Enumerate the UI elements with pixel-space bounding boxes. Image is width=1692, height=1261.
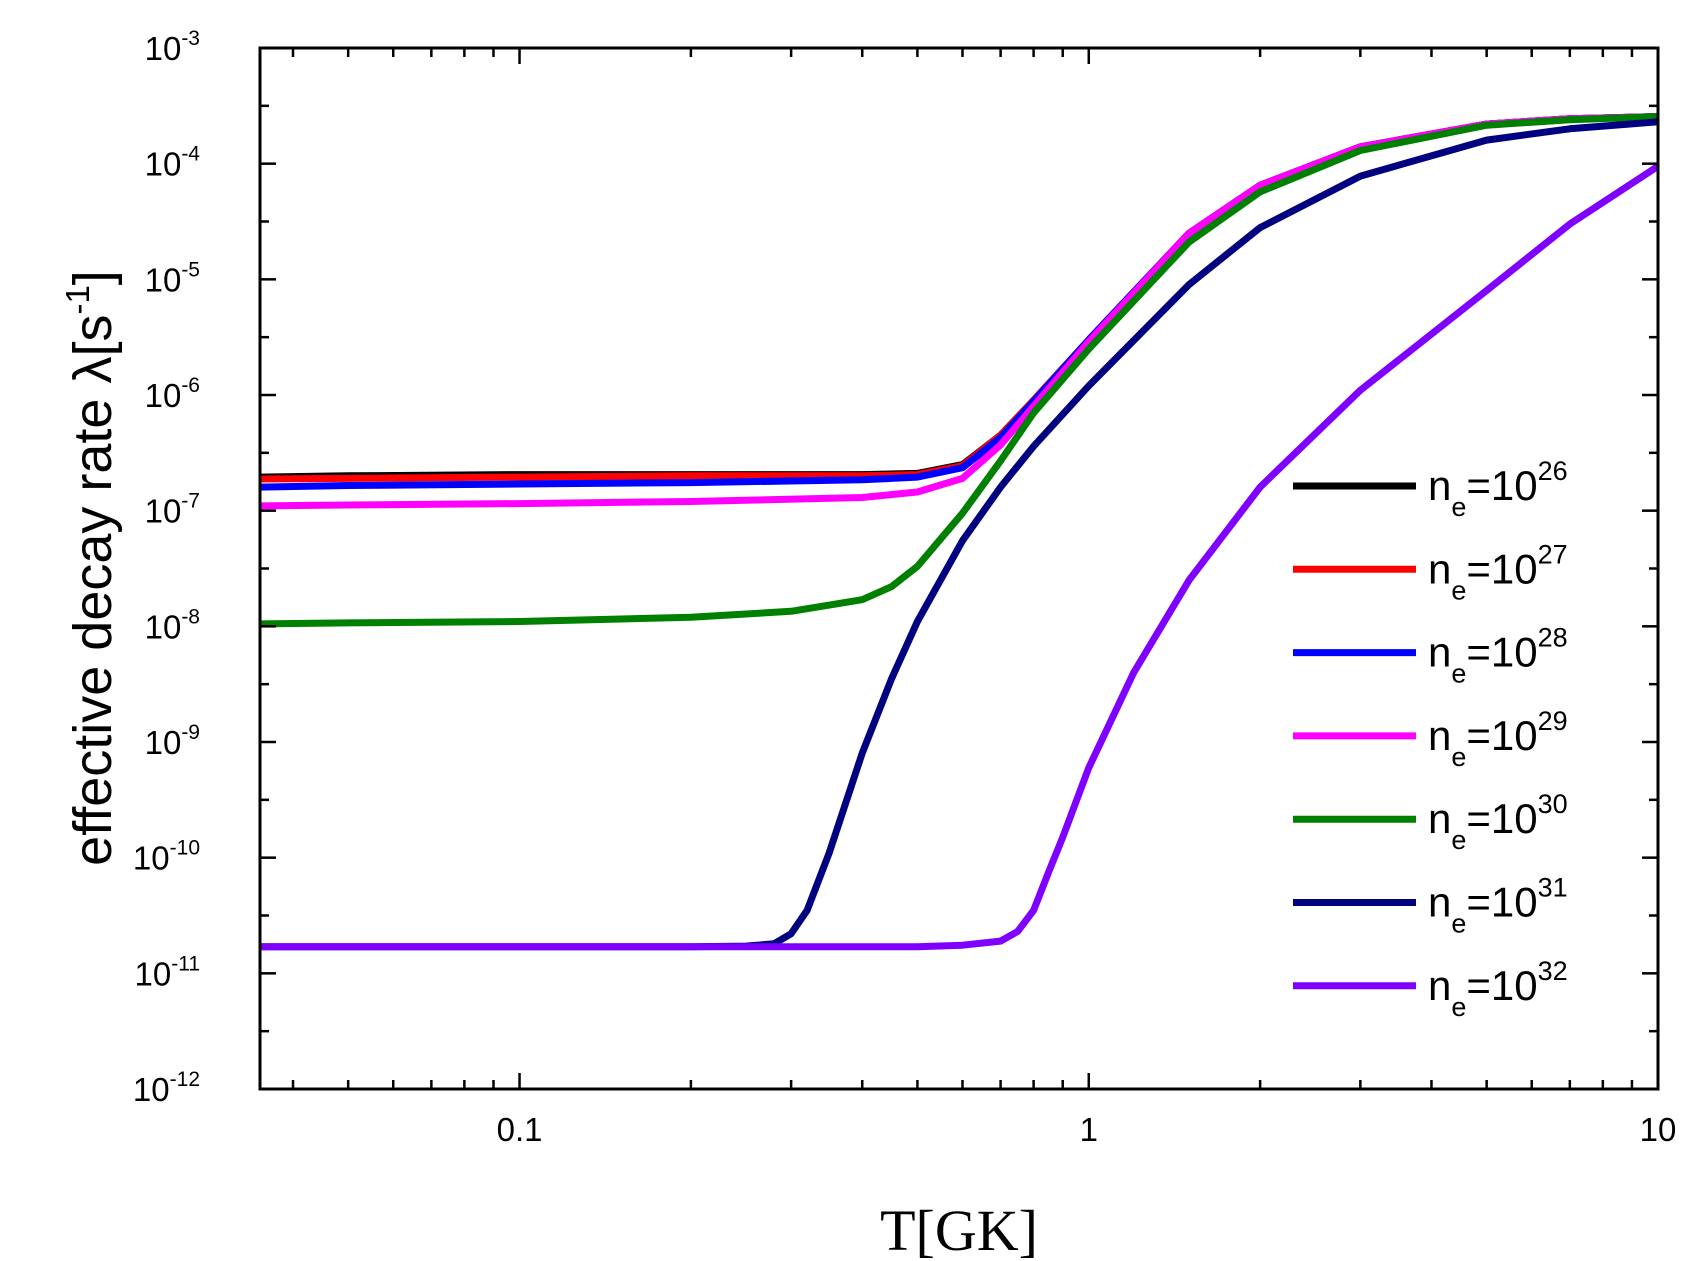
x-tick-label: 0.1	[497, 1111, 543, 1148]
legend-label-eq: =10	[1466, 879, 1537, 926]
y-tick-exp: -6	[181, 374, 200, 397]
y-tick-base: 10	[145, 608, 182, 645]
y-tick-exp: -3	[181, 27, 200, 50]
legend-label-main: n	[1428, 712, 1451, 759]
legend-item: ne=1031	[1293, 873, 1568, 939]
legend-label-sub: e	[1451, 492, 1466, 522]
y-tick-label: 10-7	[145, 490, 200, 530]
legend-label-main: n	[1428, 962, 1451, 1009]
y-tick-label: 10-12	[133, 1068, 200, 1108]
tick-labels-layer: 0.1 1 1010-310-410-510-610-710-810-910-101…	[133, 27, 1676, 1148]
y-tick-base: 10	[145, 30, 182, 67]
series-line-ne-1e30	[260, 113, 1658, 628]
y-tick-label: 10-6	[145, 374, 200, 414]
legend-label-main: n	[1428, 879, 1451, 926]
legend-label-eq: =10	[1466, 962, 1537, 1009]
x-tick-label: 1	[1080, 1111, 1098, 1148]
legend-label-main: n	[1428, 462, 1451, 509]
x-tick-label: 10	[1640, 1111, 1677, 1148]
y-tick-base: 10	[133, 840, 170, 877]
legend-label: ne=1028	[1428, 623, 1568, 689]
y-tick-label: 10-5	[145, 258, 200, 298]
y-tick-base: 10	[145, 261, 182, 298]
legend-label: ne=1027	[1428, 539, 1568, 605]
y-tick-exp: -4	[181, 143, 200, 166]
legend-label-exp: 29	[1538, 706, 1568, 736]
legend-item: ne=1032	[1293, 956, 1568, 1022]
legend-label-exp: 31	[1538, 873, 1568, 903]
legend-label-main: n	[1428, 545, 1451, 592]
y-axis-title-close: ]	[63, 270, 123, 285]
x-axis-title: T[GK]	[880, 1198, 1038, 1261]
legend-label-main: n	[1428, 795, 1451, 842]
y-tick-base: 10	[145, 146, 182, 183]
legend-item: ne=1029	[1293, 706, 1568, 772]
legend-label-sub: e	[1451, 909, 1466, 939]
legend-label: ne=1031	[1428, 873, 1568, 939]
legend-label-sub: e	[1451, 659, 1466, 689]
y-tick-base: 10	[145, 724, 182, 761]
y-tick-exp: -12	[170, 1068, 200, 1091]
legend-item: ne=1028	[1293, 623, 1568, 689]
y-tick-exp: -9	[181, 721, 200, 744]
legend-label-eq: =10	[1466, 462, 1537, 509]
legend-item: ne=1030	[1293, 789, 1568, 855]
y-tick-label: 10-11	[134, 952, 200, 992]
legend-label-exp: 27	[1538, 539, 1568, 569]
y-tick-label: 10-4	[145, 143, 201, 183]
legend-label-exp: 28	[1538, 623, 1568, 653]
y-tick-exp: -8	[181, 605, 200, 628]
y-tick-base: 10	[134, 955, 171, 992]
legend-label-eq: =10	[1466, 795, 1537, 842]
y-axis-title-main: effective decay rate λ[s	[63, 315, 123, 866]
y-axis-title: effective decay rate λ[s-1]	[59, 270, 123, 866]
legend-label-eq: =10	[1466, 545, 1537, 592]
legend-label: ne=1030	[1428, 789, 1568, 855]
y-tick-label: 10-3	[145, 27, 200, 67]
y-tick-label: 10-10	[133, 837, 200, 877]
legend-label: ne=1029	[1428, 706, 1568, 772]
legend: ne=1026ne=1027ne=1028ne=1029ne=1030ne=10…	[1293, 456, 1568, 1022]
legend-label-sub: e	[1451, 992, 1466, 1022]
legend-label-eq: =10	[1466, 629, 1537, 676]
y-axis-title-exp: -1	[59, 285, 96, 314]
legend-label-exp: 32	[1538, 956, 1568, 986]
legend-label-exp: 30	[1538, 789, 1568, 819]
y-tick-label: 10-8	[145, 605, 200, 645]
ticks-layer	[260, 46, 1660, 1091]
legend-label-sub: e	[1451, 575, 1466, 605]
legend-label-sub: e	[1451, 825, 1466, 855]
legend-label: ne=1026	[1428, 456, 1568, 522]
y-tick-label: 10-9	[145, 721, 200, 761]
y-tick-base: 10	[145, 377, 182, 414]
legend-label: ne=1032	[1428, 956, 1568, 1022]
legend-item: ne=1026	[1293, 456, 1568, 522]
legend-label-eq: =10	[1466, 712, 1537, 759]
y-tick-exp: -10	[170, 837, 200, 860]
legend-label-sub: e	[1451, 742, 1466, 772]
series-layer	[260, 113, 1658, 951]
legend-item: ne=1027	[1293, 539, 1568, 605]
y-tick-exp: -5	[181, 258, 200, 281]
legend-label-exp: 26	[1538, 456, 1568, 486]
y-tick-exp: -11	[171, 952, 200, 975]
y-tick-exp: -7	[181, 490, 200, 513]
y-tick-base: 10	[133, 1071, 170, 1108]
legend-label-main: n	[1428, 629, 1451, 676]
y-tick-base: 10	[145, 493, 182, 530]
series-line-ne-1e32	[260, 162, 1658, 951]
